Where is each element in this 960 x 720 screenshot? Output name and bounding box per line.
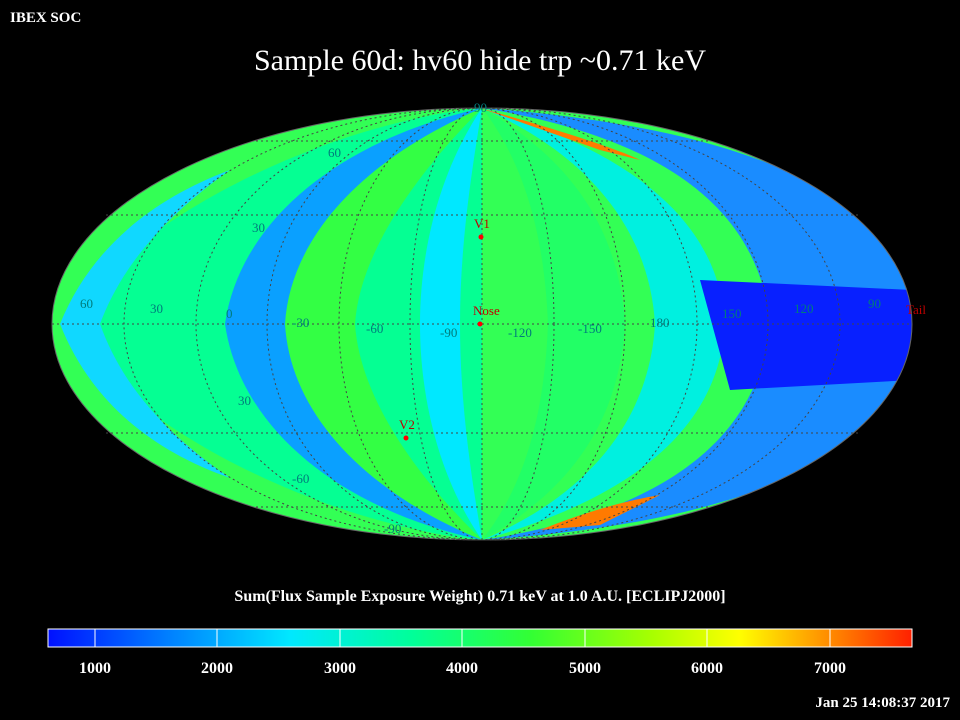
grid-labels: 90 60 30 60 30 0 -30 -60 -90 -120 -150 1… (80, 100, 881, 536)
colorbar-caption: Sum(Flux Sample Exposure Weight) 0.71 ke… (234, 588, 726, 605)
lon-label-30: 30 (150, 301, 163, 316)
lon-label-m150: -150 (578, 321, 602, 336)
map-title: Sample 60d: hv60 hide trp ~0.71 keV (253, 44, 706, 77)
map-markers: V1 Nose V2 Tail (399, 216, 926, 441)
marker-v1 (478, 234, 484, 240)
lon-label-m30: -30 (292, 315, 309, 330)
lon-label-m90: -90 (440, 325, 457, 340)
lon-label-m120: -120 (508, 325, 532, 340)
lon-label-120: 120 (794, 301, 814, 316)
corner-label: IBEX SOC (10, 10, 82, 26)
colorbar-tick: 5000 (569, 660, 601, 677)
lat-label-60: 60 (328, 145, 341, 160)
lon-label-m60: -60 (366, 321, 383, 336)
lon-label-0: 0 (226, 306, 233, 321)
lon-label-60: 60 (80, 296, 93, 311)
lon-label-150: 150 (722, 306, 742, 321)
lat-label-m60: -60 (292, 471, 309, 486)
marker-v2 (403, 435, 409, 441)
marker-label-tail: Tail (906, 302, 926, 317)
colorbar-tick: 1000 (79, 660, 111, 677)
lat-label-90: 90 (474, 100, 487, 115)
colorbar-ticks: 1000 2000 3000 4000 5000 6000 7000 (0, 660, 960, 680)
marker-label-nose: Nose (473, 303, 500, 318)
lon-label-180: 180 (650, 315, 670, 330)
colorbar-tick: 6000 (691, 660, 723, 677)
marker-label-v1: V1 (474, 216, 490, 231)
colorbar-tick: 7000 (814, 660, 846, 677)
lat-label-m90: -90 (384, 521, 401, 536)
marker-label-v2: V2 (399, 417, 415, 432)
colorbar-tick: 4000 (446, 660, 478, 677)
lat-label-30: 30 (252, 220, 265, 235)
colorbar-tick: 2000 (201, 660, 233, 677)
lon-label-90: 90 (868, 296, 881, 311)
colorbar-dividers (94, 629, 831, 647)
lat-label-m30: 30 (238, 393, 251, 408)
colorbar (47, 628, 913, 648)
colorbar-tick: 3000 (324, 660, 356, 677)
timestamp: Jan 25 14:08:37 2017 (815, 695, 950, 711)
marker-nose (477, 321, 483, 327)
